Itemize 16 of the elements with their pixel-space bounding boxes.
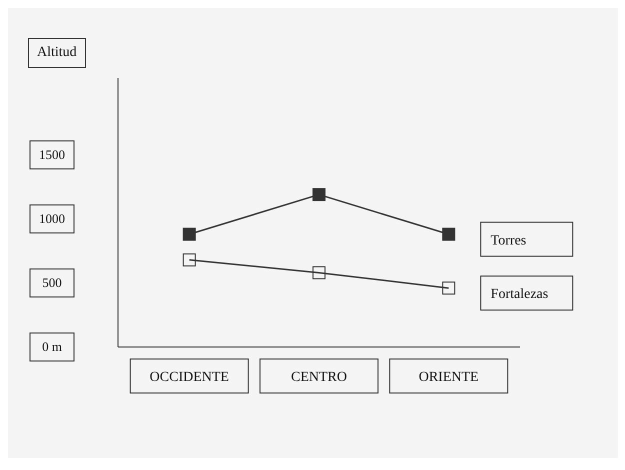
y-tick-label: 1500 — [39, 146, 65, 162]
text: Fortalezas — [490, 287, 548, 302]
x-tick-label: CENTRO — [291, 370, 347, 385]
x-tick-label: OCCIDENTE — [150, 370, 229, 385]
x-tick-label: ORIENTE — [418, 370, 479, 385]
point — [182, 253, 196, 266]
point — [182, 228, 196, 241]
y-axis-title: Altitud — [28, 38, 86, 68]
text: Torres — [490, 233, 526, 248]
point — [442, 228, 456, 241]
point — [442, 282, 456, 295]
y-tick-label: 500 — [42, 274, 62, 290]
y-tick-label: 1000 — [39, 210, 65, 226]
point — [312, 188, 326, 202]
y-tick-label: 0 m — [42, 339, 62, 354]
point — [312, 266, 326, 280]
